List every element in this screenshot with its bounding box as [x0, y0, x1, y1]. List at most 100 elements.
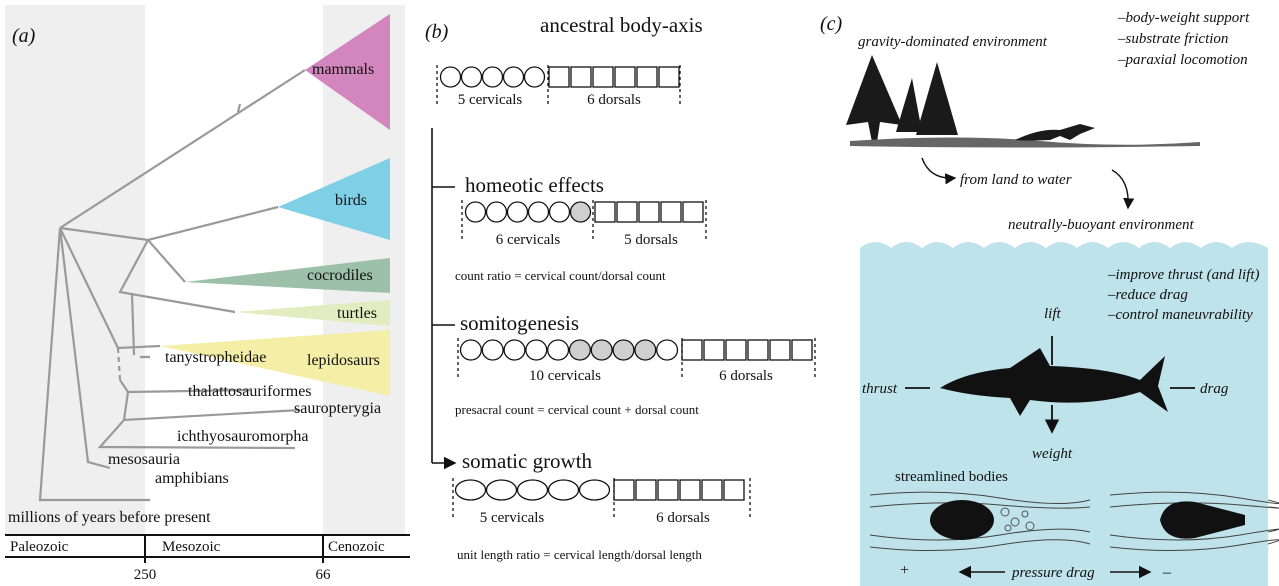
- row-title: somatic growth: [462, 449, 593, 473]
- dorsal-vertebra: [726, 340, 746, 360]
- dorsal-vertebra: [658, 480, 678, 500]
- cervical-vertebra: [504, 67, 524, 87]
- branch: [148, 240, 185, 282]
- dorsal-vertebra: [595, 202, 615, 222]
- row-title: somitogenesis: [460, 311, 579, 335]
- force-label: drag: [1200, 381, 1229, 397]
- panel-c: (c) gravity-dominated environment –body-…: [820, 10, 1279, 586]
- force-label: lift: [1044, 306, 1062, 322]
- taxon-label: mesosauria: [108, 451, 180, 468]
- cervical-vertebra: [570, 340, 591, 360]
- section-title: streamlined bodies: [895, 469, 1008, 485]
- taxon-label: ichthyosauromorpha: [177, 428, 309, 445]
- dorsal-vertebra: [702, 480, 722, 500]
- environment-title: gravity-dominated environment: [858, 34, 1048, 50]
- cervical-vertebra: [613, 340, 634, 360]
- cervical-vertebra: [525, 67, 545, 87]
- row-title: ancestral body-axis: [540, 13, 703, 37]
- panel-label: (c): [820, 13, 843, 35]
- era-label: Mesozoic: [162, 539, 221, 555]
- pressure-sign: –: [1162, 564, 1172, 581]
- factor: –control maneuvrability: [1107, 307, 1253, 323]
- dorsal-vertebra: [724, 480, 744, 500]
- timescale-title: millions of years before present: [8, 509, 211, 526]
- cervical-vertebra: [571, 202, 591, 222]
- clade-label: turtles: [337, 305, 377, 322]
- cervical-vertebra: [504, 340, 525, 360]
- cervical-vertebra: [483, 67, 503, 87]
- panel-label: (b): [425, 21, 449, 43]
- force-label: thrust: [862, 381, 898, 397]
- taxon-label: thalattosauriformes: [188, 383, 312, 400]
- page: {"panel_a": {"label": "(a)", "clades": […: [0, 0, 1279, 586]
- cervical-vertebra: [487, 480, 517, 500]
- pressure-sign: +: [900, 562, 909, 579]
- lizard: [1015, 124, 1095, 141]
- era-label: Paleozoic: [10, 539, 69, 555]
- segment-label: 6 dorsals: [656, 510, 710, 526]
- dorsal-vertebra: [683, 202, 703, 222]
- tree: [846, 55, 902, 142]
- dorsal-vertebra: [549, 67, 569, 87]
- era-label: Cenozoic: [328, 539, 385, 555]
- segment-label: 10 cervicals: [529, 368, 601, 384]
- cervical-vertebra: [580, 480, 610, 500]
- cervical-vertebra: [466, 202, 486, 222]
- dorsal-vertebra: [682, 340, 702, 360]
- panel-b: (b) ancestral body-axis 5 cervicals 6 do…: [425, 13, 815, 562]
- cervical-vertebra: [591, 340, 612, 360]
- taxon-label: tanystropheidae: [165, 349, 266, 366]
- transition-arrow: [1112, 170, 1128, 208]
- connector-arrow: [432, 187, 455, 463]
- time-tick-label: 250: [134, 567, 157, 583]
- factor: –improve thrust (and lift): [1107, 267, 1260, 283]
- force-label: weight: [1032, 446, 1073, 462]
- formula: presacral count = cervical count + dorsa…: [455, 402, 699, 417]
- environment-title: neutrally-buoyant environment: [1008, 217, 1194, 233]
- dorsal-vertebra: [571, 67, 591, 87]
- dorsal-vertebra: [748, 340, 768, 360]
- cervical-vertebra: [548, 340, 569, 360]
- cervical-vertebra: [529, 202, 549, 222]
- formula: count ratio = cervical count/dorsal coun…: [455, 268, 666, 283]
- clade-label: cocrodiles: [307, 267, 373, 284]
- segment-label: 5 cervicals: [480, 510, 545, 526]
- cervical-vertebra: [482, 340, 503, 360]
- formula: unit length ratio = cervical length/dors…: [457, 547, 702, 562]
- dorsal-vertebra: [680, 480, 700, 500]
- figure: (a) mammals birds cocrodiles turtles lep…: [0, 0, 1279, 586]
- dorsal-vertebra: [792, 340, 812, 360]
- dorsal-vertebra: [617, 202, 637, 222]
- row-title: homeotic effects: [465, 173, 604, 197]
- dorsal-vertebra: [614, 480, 634, 500]
- cervical-vertebra: [549, 480, 579, 500]
- cervical-vertebra: [456, 480, 486, 500]
- taxon-label: sauropterygia: [294, 400, 381, 417]
- cervical-vertebra: [441, 67, 461, 87]
- clade-label: birds: [335, 192, 367, 209]
- transition-arrow: [922, 158, 955, 178]
- segment-label: 6 cervicals: [496, 232, 561, 248]
- cervical-vertebra: [550, 202, 570, 222]
- cervical-vertebra: [657, 340, 678, 360]
- tree: [916, 62, 958, 135]
- factor: –paraxial locomotion: [1117, 52, 1248, 68]
- dorsal-vertebra: [659, 67, 679, 87]
- dorsal-vertebra: [704, 340, 724, 360]
- segment-label: 5 dorsals: [624, 232, 678, 248]
- drag-label: pressure drag: [1011, 565, 1095, 581]
- time-tick-label: 66: [316, 567, 332, 583]
- clade-label: lepidosaurs: [307, 352, 380, 369]
- dorsal-vertebra: [636, 480, 656, 500]
- transition-label: from land to water: [960, 172, 1072, 188]
- tree: [896, 78, 922, 132]
- cervical-vertebra: [461, 340, 482, 360]
- panel-a: (a) mammals birds cocrodiles turtles lep…: [5, 5, 410, 583]
- factor: –body-weight support: [1117, 10, 1250, 26]
- cervical-vertebra: [518, 480, 548, 500]
- clade-label: mammals: [312, 61, 374, 78]
- dorsal-vertebra: [639, 202, 659, 222]
- trees: [846, 55, 958, 142]
- taxon-label: amphibians: [155, 470, 229, 487]
- cervical-vertebra: [508, 202, 528, 222]
